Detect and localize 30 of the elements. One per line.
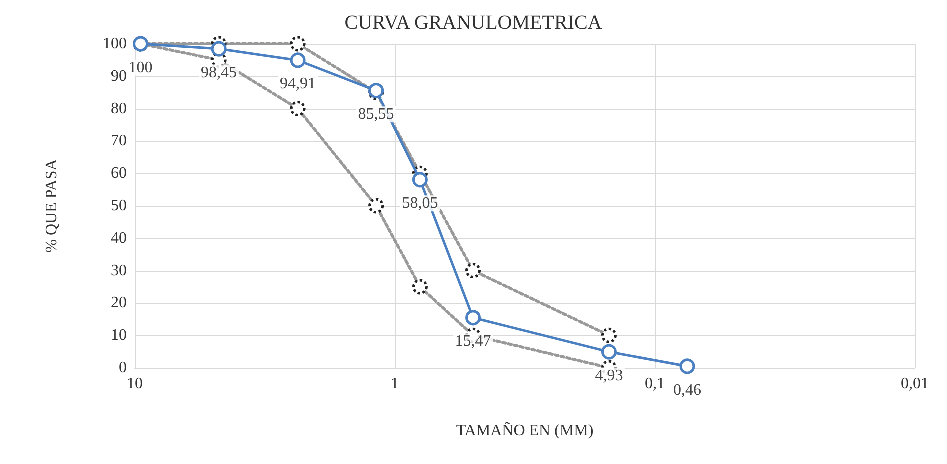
y-tick-label: 0	[119, 360, 127, 376]
x-axis-title: TAMAÑO EN (MM)	[456, 422, 594, 440]
y-tick-label: 50	[111, 198, 127, 214]
data-label: 98,45	[201, 64, 238, 82]
point	[290, 52, 306, 68]
y-tick-label: 10	[111, 327, 127, 344]
data-label: 94,91	[280, 76, 316, 93]
x-tick-label: 0,1	[645, 376, 665, 392]
data-label: 15,47	[455, 333, 492, 350]
y-tick-label: 60	[111, 165, 127, 182]
chart-title: CURVA GRANULOMETRICA	[344, 12, 603, 34]
data-label: 85,55	[358, 106, 394, 124]
y-tick-label: 90	[111, 68, 127, 85]
y-tick-label: 70	[111, 132, 127, 150]
x-tick-label: 10	[127, 376, 143, 392]
y-tick-label: 20	[111, 294, 127, 312]
y-axis-title: % QUE PASA	[44, 158, 60, 253]
point	[211, 41, 227, 57]
x-tick-label: 0,01	[901, 376, 929, 392]
data-label: 58,05	[402, 195, 438, 212]
y-tick-label: 100	[103, 36, 127, 52]
y-tick-label: 40	[111, 230, 127, 247]
data-label: 0,46	[673, 382, 702, 399]
point	[601, 344, 617, 360]
y-tick-label: 30	[111, 262, 127, 280]
data-label: 4,93	[595, 367, 624, 384]
x-tick-label: 1	[391, 376, 399, 392]
data-label: 100	[128, 59, 153, 76]
y-tick-label: 80	[111, 100, 127, 118]
point	[680, 358, 696, 374]
